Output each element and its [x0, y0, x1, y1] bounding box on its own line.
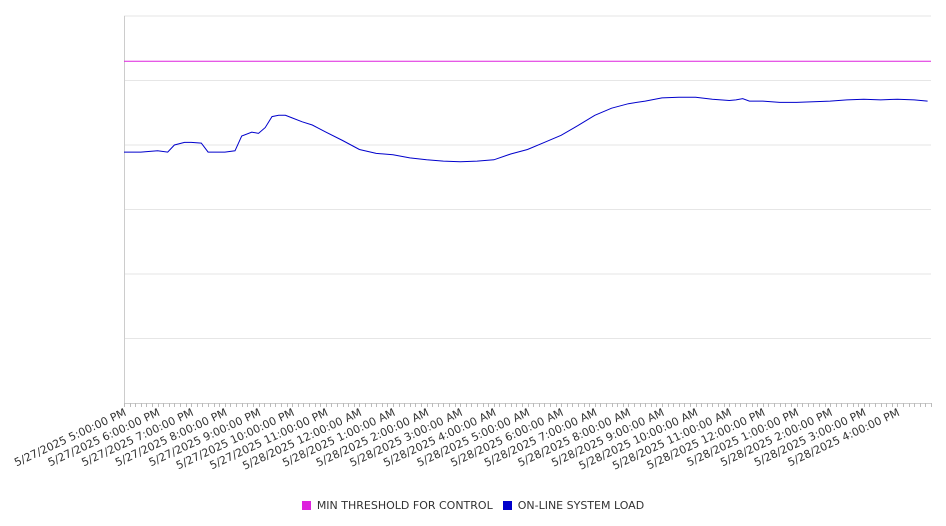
legend-item-threshold[interactable]: MIN THRESHOLD FOR CONTROL	[301, 499, 493, 512]
series-line-system-load	[124, 96, 928, 163]
legend-swatch-load	[502, 501, 512, 510]
legend-item-load[interactable]: ON-LINE SYSTEM LOAD	[502, 499, 645, 512]
chart-legend: MIN THRESHOLD FOR CONTROL ON-LINE SYSTEM…	[0, 499, 946, 512]
legend-swatch-threshold	[301, 501, 311, 510]
legend-label-threshold: MIN THRESHOLD FOR CONTROL	[316, 499, 493, 512]
legend-label-load: ON-LINE SYSTEM LOAD	[517, 499, 645, 512]
